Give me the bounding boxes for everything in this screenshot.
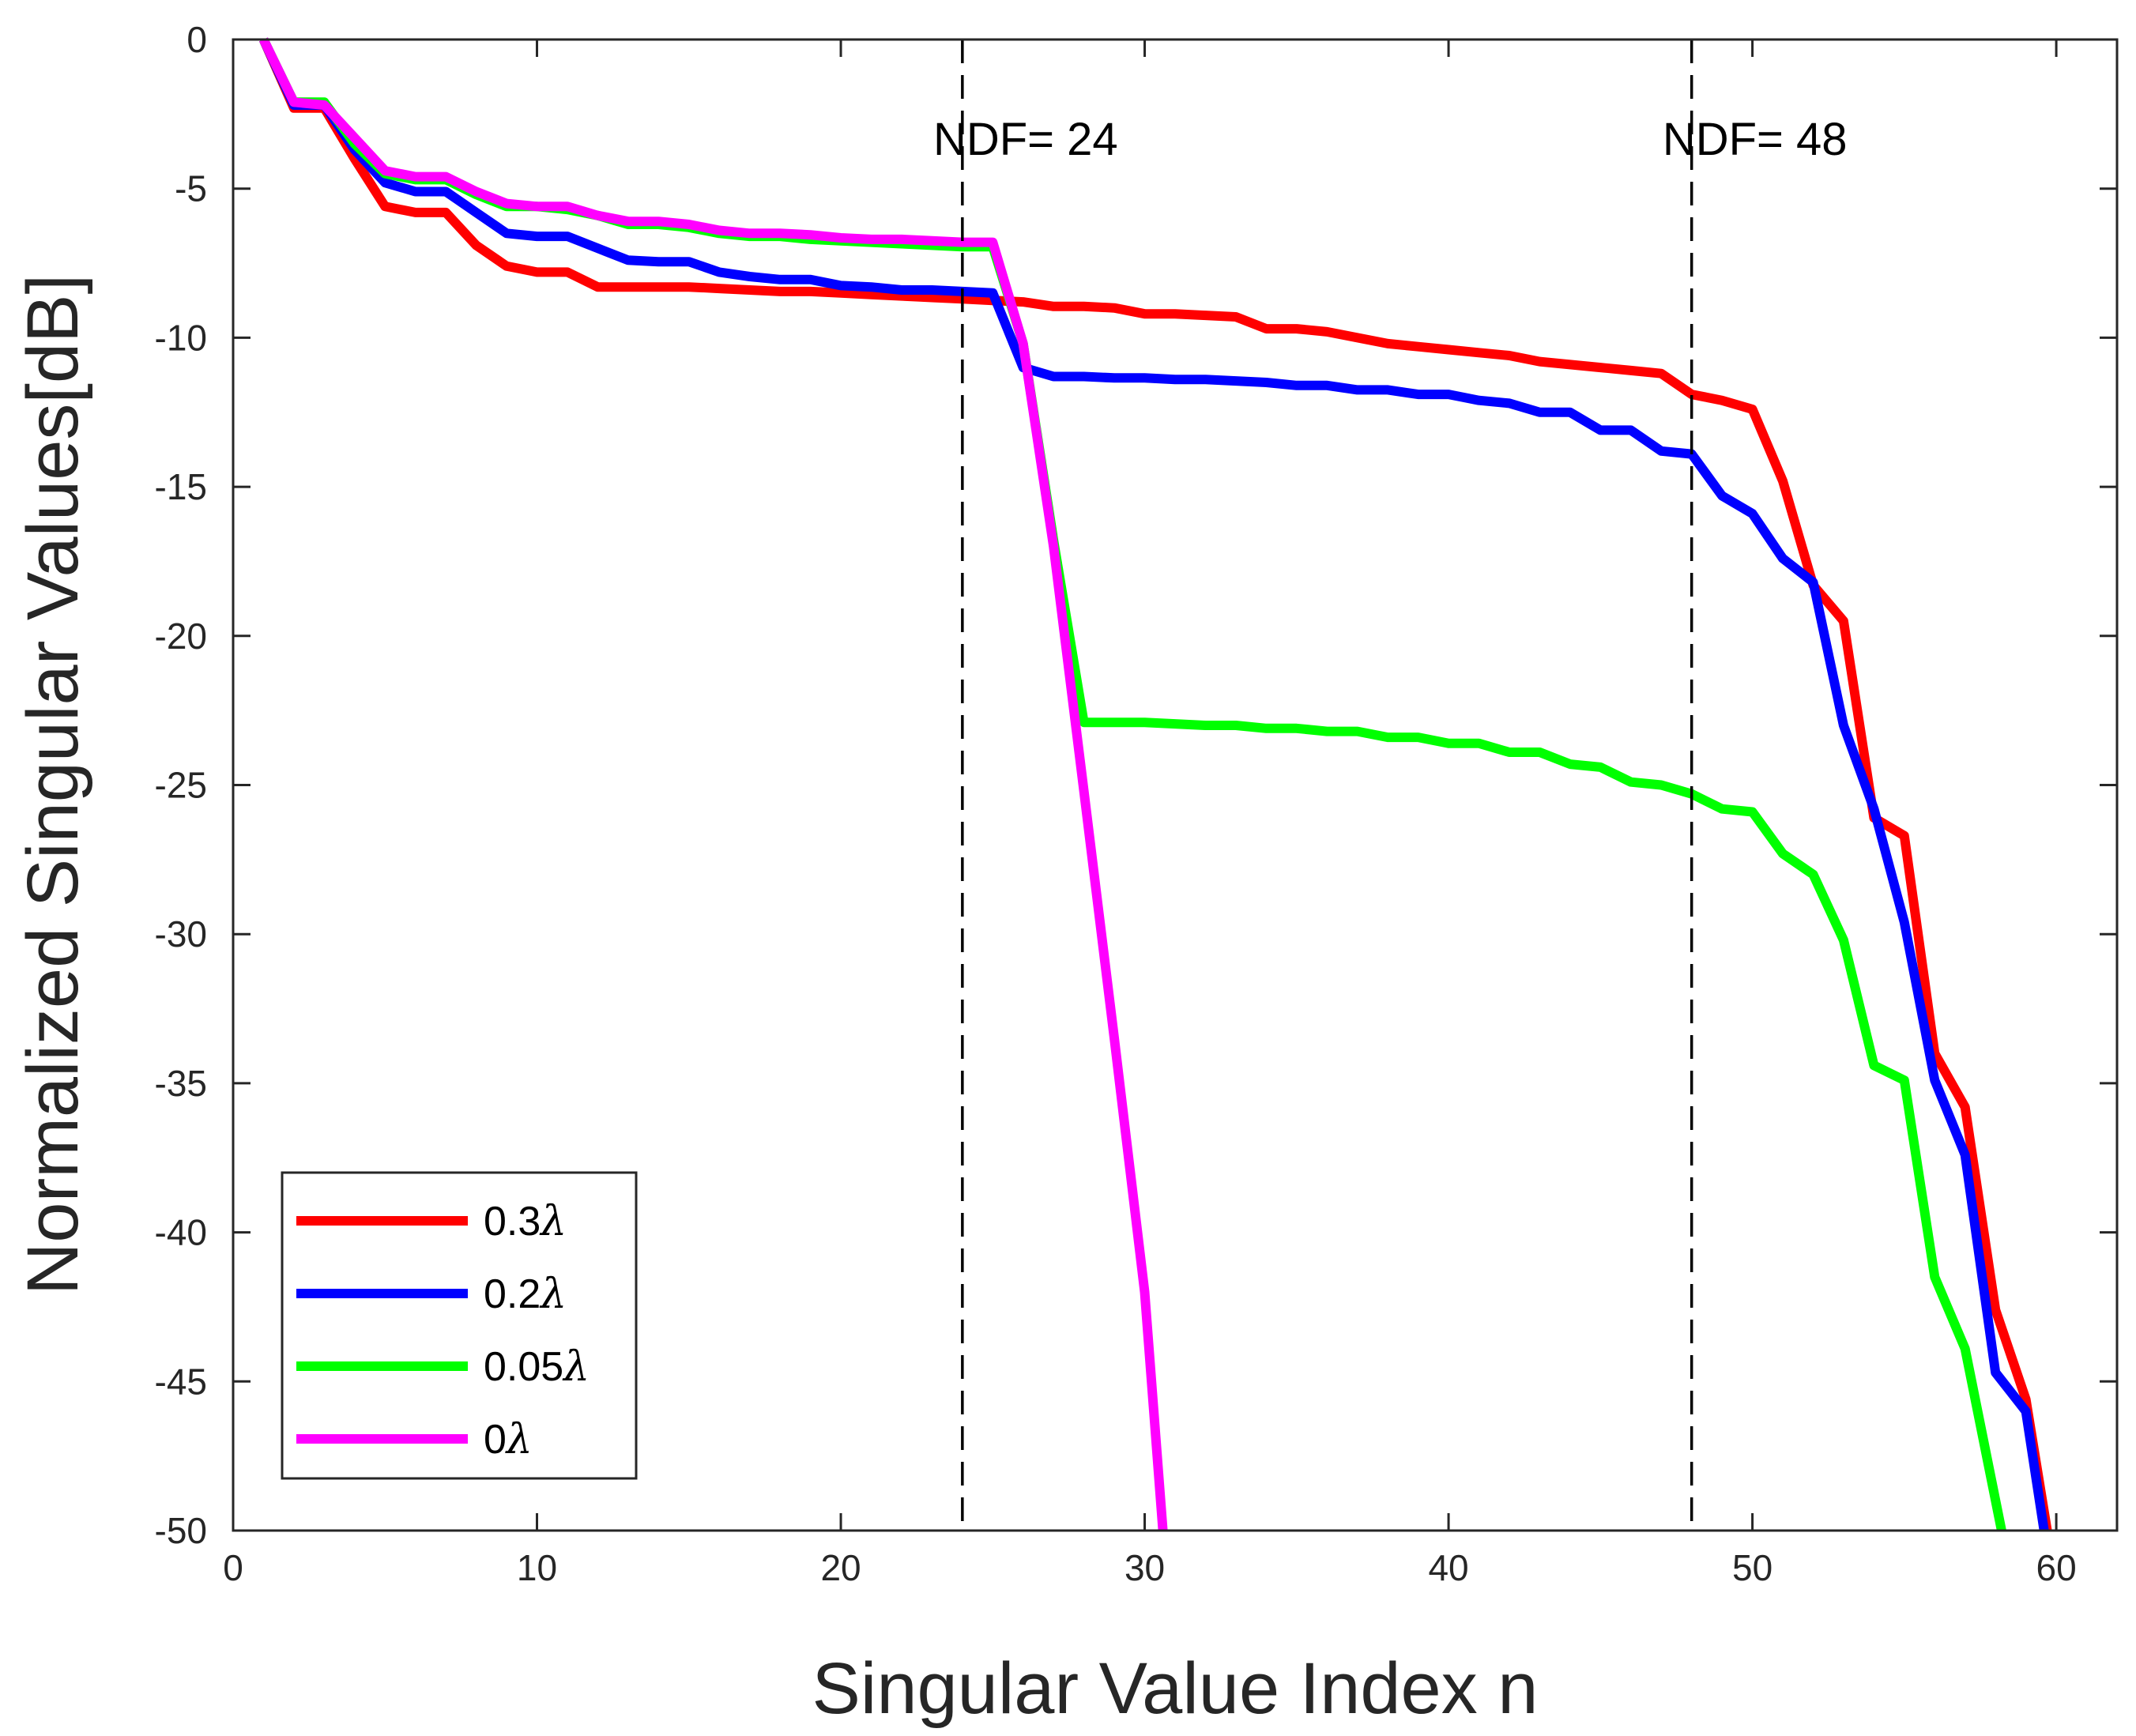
y-tick-label--45: -45	[155, 1361, 207, 1402]
x-tick-label-40: 40	[1428, 1547, 1468, 1588]
annotations: NDF= 24 NDF= 48	[933, 114, 1848, 165]
legend-label-0-05lambda: 0.05λ	[484, 1343, 590, 1391]
x-tick-label-50: 50	[1732, 1547, 1772, 1588]
y-tick-label--35: -35	[155, 1063, 207, 1104]
legend-label-0lambda: 0λ	[484, 1416, 533, 1463]
ndf-label-24: NDF= 24	[933, 114, 1118, 165]
x-tick-label-10: 10	[517, 1547, 557, 1588]
series-layer	[259, 37, 2052, 1532]
y-tick-label--5: -5	[175, 168, 207, 209]
x-tick-label-0: 0	[223, 1547, 243, 1588]
series-line-0lambda	[259, 37, 1168, 1531]
x-tick-label-60: 60	[2036, 1547, 2077, 1588]
axis-ticks: 0 10 20 30 40 50 60 0 -5 -10 -15 -20 -25 -30 -35 -40 -45…	[155, 19, 2117, 1588]
x-tick-label-20: 20	[820, 1547, 861, 1588]
x-axis-title: Singular Value Index n	[812, 1648, 1539, 1729]
y-tick-label--40: -40	[155, 1212, 207, 1253]
y-tick-label--20: -20	[155, 616, 207, 657]
ndf-label-48: NDF= 48	[1663, 114, 1848, 165]
y-tick-label--50: -50	[155, 1510, 207, 1551]
legend-label-0-2lambda: 0.2λ	[484, 1271, 567, 1318]
y-tick-label-0: 0	[186, 19, 207, 60]
legend: 0.3λ 0.2λ 0.05λ 0λ	[281, 1171, 638, 1480]
y-axis-title: Normalized Singular Values[dB]	[13, 274, 93, 1295]
y-tick-label--15: -15	[155, 466, 207, 507]
series-line-0-2lambda	[259, 37, 2049, 1531]
series-line-0-3lambda	[259, 37, 2052, 1531]
x-tick-label-30: 30	[1125, 1547, 1165, 1588]
legend-label-0-3lambda: 0.3λ	[484, 1198, 567, 1245]
y-tick-label--30: -30	[155, 913, 207, 955]
y-tick-label--25: -25	[155, 765, 207, 806]
y-tick-label--10: -10	[155, 317, 207, 358]
